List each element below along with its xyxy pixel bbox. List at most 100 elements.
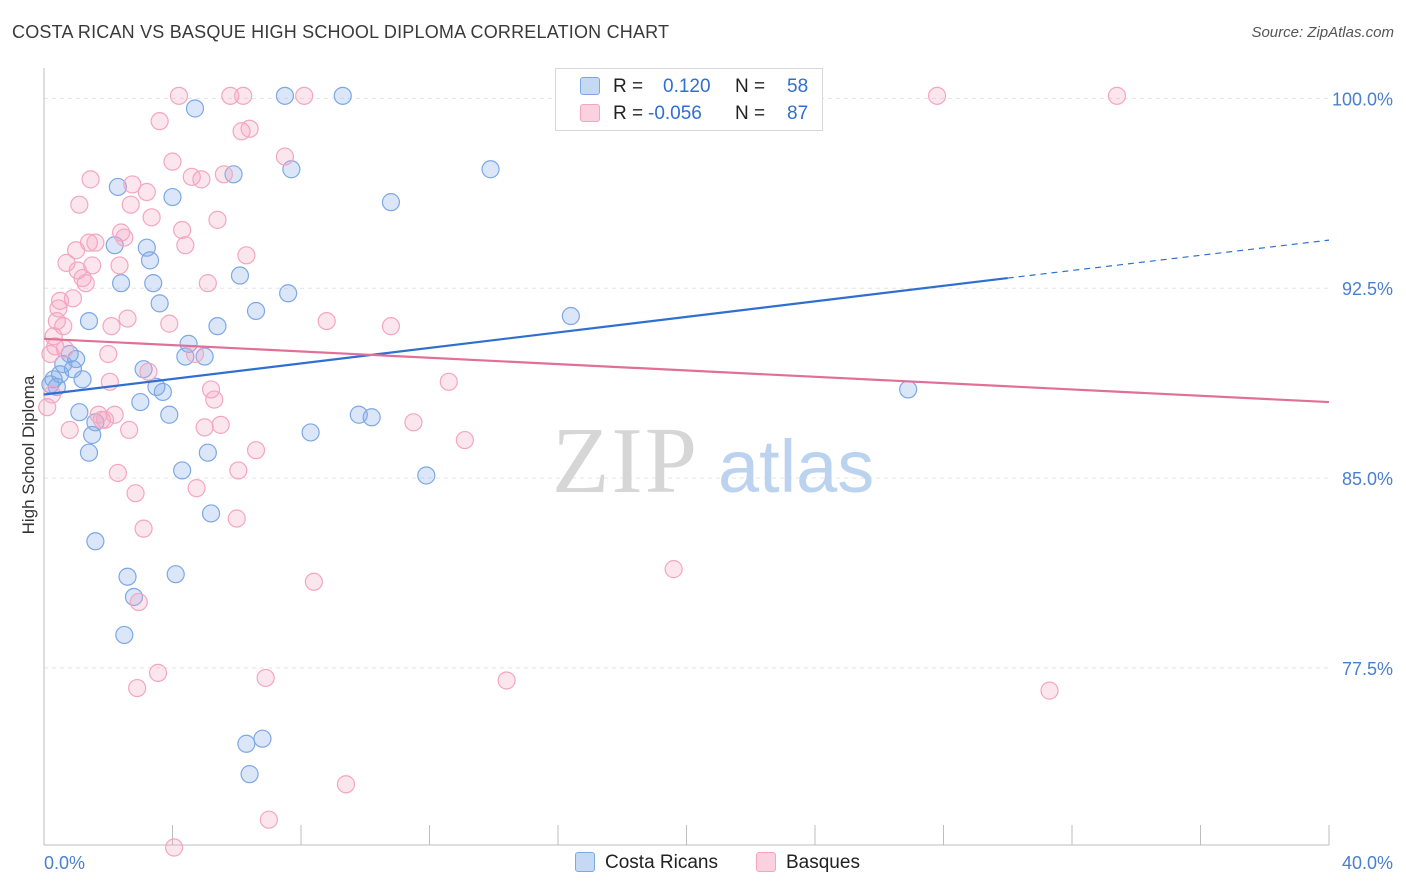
data-point	[83, 256, 102, 275]
data-point	[240, 765, 259, 784]
data-point	[165, 838, 184, 857]
data-point	[381, 193, 401, 212]
legend-r-value: -0.056	[648, 103, 702, 124]
chart-title: COSTA RICAN VS BASQUE HIGH SCHOOL DIPLOM…	[12, 22, 670, 42]
data-point	[111, 274, 131, 293]
series-legend: Costa Ricans Basques	[0, 852, 1406, 878]
data-point	[1107, 86, 1127, 105]
data-point	[55, 339, 74, 359]
data-point	[123, 175, 142, 194]
data-point	[561, 306, 580, 326]
data-point	[73, 370, 92, 389]
axes-layer	[43, 68, 1330, 846]
data-point	[121, 195, 140, 214]
data-point	[304, 572, 323, 591]
data-point	[224, 165, 243, 184]
data-point	[253, 729, 272, 748]
data-point	[237, 734, 256, 753]
data-point	[95, 410, 115, 429]
data-point	[99, 344, 118, 364]
data-point	[134, 519, 153, 538]
data-point	[275, 86, 295, 105]
data-point	[142, 208, 161, 227]
data-point	[140, 251, 160, 270]
data-point	[118, 309, 137, 328]
data-point	[198, 443, 217, 462]
data-point	[201, 504, 221, 523]
data-point	[111, 223, 131, 242]
data-point	[195, 418, 214, 437]
legend-r-value: 0.120	[663, 76, 711, 97]
data-point	[173, 461, 192, 480]
series-swatch-costa-ricans	[575, 852, 595, 872]
series-swatch-basques	[756, 852, 776, 872]
data-point	[102, 317, 121, 336]
legend-n-value: 87	[787, 103, 809, 124]
data-point	[137, 182, 156, 202]
data-point	[1040, 681, 1059, 700]
data-point	[211, 415, 230, 434]
data-point	[279, 284, 298, 303]
data-point	[73, 268, 92, 288]
data-point	[336, 775, 356, 794]
data-point	[176, 236, 195, 255]
data-point	[67, 349, 86, 369]
watermark: ZIP atlas	[552, 409, 874, 513]
data-point	[208, 210, 227, 229]
data-point	[229, 461, 248, 480]
legend-row-basques: R = -0.056 N = 87	[556, 101, 822, 127]
y-axis-label: High School Diploma	[19, 375, 38, 534]
data-point	[150, 112, 169, 131]
data-point	[124, 587, 144, 607]
data-point	[115, 228, 134, 247]
chart-source: Source: ZipAtlas.com	[1251, 24, 1394, 41]
data-point	[86, 532, 105, 551]
data-point	[214, 165, 233, 184]
series-legend-costa-ricans: Costa Ricans	[575, 852, 718, 874]
data-point	[246, 301, 266, 321]
data-point	[110, 256, 129, 275]
data-point	[160, 314, 179, 333]
data-point	[179, 334, 198, 353]
data-point	[187, 479, 206, 498]
trend-line-extension	[1007, 239, 1330, 279]
data-point	[927, 86, 947, 105]
data-point	[439, 372, 458, 391]
x-tick-label: 40.0%	[1342, 853, 1393, 873]
data-point	[381, 317, 401, 336]
data-point	[118, 567, 137, 586]
data-point	[134, 360, 153, 379]
data-point	[49, 299, 68, 318]
data-point	[362, 408, 381, 427]
y-tick-label: 100.0%	[1332, 89, 1393, 109]
data-point	[481, 160, 500, 179]
stats-legend: R = 0.120 N = 58 R = -0.056 N = 87	[555, 68, 823, 131]
data-point	[205, 390, 224, 409]
data-point	[60, 420, 79, 440]
data-point	[79, 443, 99, 462]
data-point	[317, 311, 336, 331]
grid-layer	[44, 97, 1329, 669]
data-point	[192, 170, 211, 189]
data-point	[70, 403, 89, 422]
watermark-zip: ZIP	[552, 409, 699, 513]
data-point	[295, 86, 314, 105]
legend-swatch-basques	[580, 104, 600, 122]
data-point	[105, 405, 124, 424]
legend-n-label: N =	[735, 103, 766, 124]
data-point	[79, 311, 99, 331]
data-point	[79, 233, 99, 252]
data-point	[148, 663, 168, 682]
watermark-atlas: atlas	[718, 425, 874, 508]
data-point	[54, 317, 73, 336]
series-costa-ricans-points	[41, 86, 918, 784]
data-point	[185, 99, 205, 118]
data-point	[150, 294, 169, 313]
data-point	[163, 152, 182, 171]
data-point	[86, 233, 105, 252]
data-point	[899, 380, 918, 399]
data-point	[126, 484, 145, 503]
series-legend-basques: Basques	[756, 852, 860, 874]
data-point	[169, 86, 189, 105]
